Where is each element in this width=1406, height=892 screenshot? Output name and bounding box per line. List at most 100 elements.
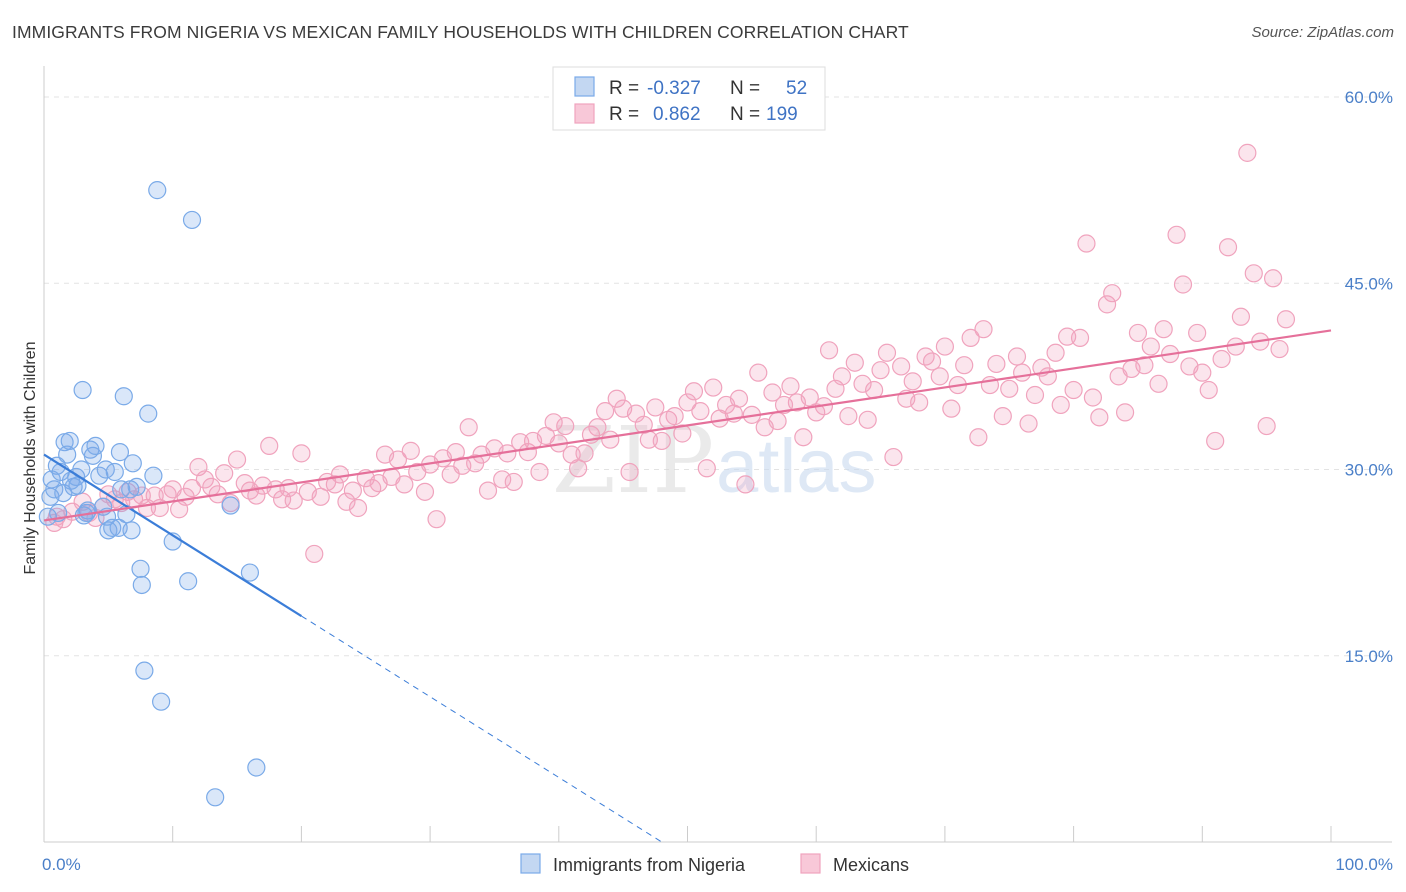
point-nigeria bbox=[182, 210, 202, 230]
legend-n-value-nigeria: 52 bbox=[786, 78, 807, 99]
point-mexicans bbox=[1244, 264, 1263, 283]
bottom-legend-swatch-mexicans bbox=[800, 853, 821, 874]
bottom-legend-swatch-nigeria bbox=[520, 853, 541, 874]
point-mexicans bbox=[292, 444, 311, 463]
bottom-legend-label-mexicans: Mexicans bbox=[833, 855, 909, 875]
point-mexicans bbox=[652, 431, 671, 451]
chart-source: Source: ZipAtlas.com bbox=[1251, 24, 1394, 41]
point-mexicans bbox=[1270, 339, 1289, 359]
point-mexicans bbox=[607, 389, 626, 408]
point-mexicans bbox=[1103, 284, 1122, 303]
point-mexicans bbox=[1051, 395, 1070, 415]
point-mexicans bbox=[736, 475, 755, 494]
point-mexicans bbox=[1090, 408, 1109, 427]
point-mexicans bbox=[892, 357, 911, 376]
point-mexicans bbox=[401, 441, 420, 460]
legend-swatch-nigeria bbox=[574, 76, 595, 97]
point-nigeria bbox=[139, 404, 158, 423]
point-mexicans bbox=[348, 498, 368, 518]
point-mexicans bbox=[877, 343, 897, 362]
legend-r-label-nigeria: R = bbox=[609, 78, 639, 99]
data-points bbox=[38, 143, 1296, 807]
point-mexicans bbox=[330, 465, 350, 484]
point-nigeria bbox=[148, 181, 167, 200]
y-tick-label: 60.0% bbox=[1345, 88, 1393, 107]
point-mexicans bbox=[195, 470, 214, 489]
point-mexicans bbox=[768, 411, 787, 431]
point-mexicans bbox=[1141, 337, 1160, 356]
point-mexicans bbox=[1083, 388, 1103, 407]
point-mexicans bbox=[1019, 414, 1038, 433]
point-mexicans bbox=[1188, 323, 1207, 343]
point-mexicans bbox=[601, 430, 620, 449]
trend-line-nigeria bbox=[43, 453, 302, 617]
point-mexicans bbox=[556, 416, 575, 436]
point-nigeria bbox=[179, 572, 198, 591]
point-mexicans bbox=[955, 356, 974, 375]
point-mexicans bbox=[325, 475, 344, 494]
point-mexicans bbox=[544, 413, 563, 432]
point-nigeria bbox=[58, 445, 77, 464]
legend-n-value-mexicans: 199 bbox=[766, 104, 798, 125]
point-mexicans bbox=[691, 402, 710, 421]
point-mexicans bbox=[1046, 343, 1065, 362]
x-tick-label: 100.0% bbox=[1335, 855, 1393, 874]
point-mexicans bbox=[596, 402, 615, 421]
point-mexicans bbox=[415, 482, 435, 501]
point-mexicans bbox=[1025, 385, 1045, 405]
point-nigeria bbox=[105, 462, 124, 482]
point-nigeria bbox=[86, 436, 105, 456]
point-nigeria bbox=[135, 661, 154, 680]
point-mexicans bbox=[1149, 374, 1168, 393]
point-mexicans bbox=[781, 377, 800, 396]
legend-n-label-mexicans: N = bbox=[730, 104, 760, 125]
point-mexicans bbox=[1013, 363, 1032, 382]
point-mexicans bbox=[646, 398, 665, 417]
legend-r-label-mexicans: R = bbox=[609, 104, 639, 125]
legend-r-value-nigeria: -0.327 bbox=[647, 78, 701, 99]
point-nigeria bbox=[110, 443, 130, 462]
point-mexicans bbox=[993, 407, 1012, 426]
point-mexicans bbox=[832, 367, 852, 386]
point-mexicans bbox=[227, 450, 247, 469]
point-mexicans bbox=[839, 407, 858, 426]
trend-lines bbox=[43, 329, 1332, 843]
point-mexicans bbox=[930, 367, 949, 386]
point-nigeria bbox=[78, 501, 97, 520]
watermark: ZIP atlas bbox=[552, 407, 877, 514]
y-tick-label: 30.0% bbox=[1345, 461, 1393, 480]
point-mexicans bbox=[1206, 431, 1225, 451]
point-mexicans bbox=[697, 459, 716, 478]
point-mexicans bbox=[1064, 380, 1083, 400]
point-mexicans bbox=[504, 472, 523, 492]
point-mexicans bbox=[1238, 143, 1257, 162]
point-mexicans bbox=[1058, 327, 1077, 346]
point-mexicans bbox=[749, 363, 768, 382]
trend-line-mexicans bbox=[43, 329, 1332, 522]
watermark-atlas: atlas bbox=[716, 424, 877, 509]
point-mexicans bbox=[969, 428, 988, 447]
point-mexicans bbox=[987, 354, 1006, 374]
y-tick-label: 15.0% bbox=[1345, 647, 1393, 666]
point-nigeria bbox=[152, 692, 171, 711]
point-nigeria bbox=[123, 454, 142, 473]
chart-title: IMMIGRANTS FROM NIGERIA VS MEXICAN FAMIL… bbox=[12, 22, 909, 42]
axes: 15.0% 30.0% 45.0% 60.0% 0.0% 100.0% bbox=[42, 66, 1393, 874]
point-nigeria bbox=[73, 380, 92, 400]
point-mexicans bbox=[1115, 403, 1135, 422]
point-mexicans bbox=[684, 382, 704, 401]
point-mexicans bbox=[73, 492, 92, 511]
point-mexicans bbox=[1000, 379, 1019, 398]
point-mexicans bbox=[704, 378, 723, 397]
point-mexicans bbox=[1276, 310, 1296, 329]
x-tick-label: 0.0% bbox=[42, 855, 81, 874]
point-mexicans bbox=[427, 510, 446, 529]
point-mexicans bbox=[845, 353, 864, 372]
point-mexicans bbox=[1263, 269, 1283, 288]
legend-n-label-nigeria: N = bbox=[730, 78, 760, 99]
legend-swatch-mexicans bbox=[574, 103, 595, 124]
point-nigeria bbox=[240, 563, 260, 582]
point-mexicans bbox=[729, 389, 749, 408]
point-mexicans bbox=[337, 492, 356, 511]
